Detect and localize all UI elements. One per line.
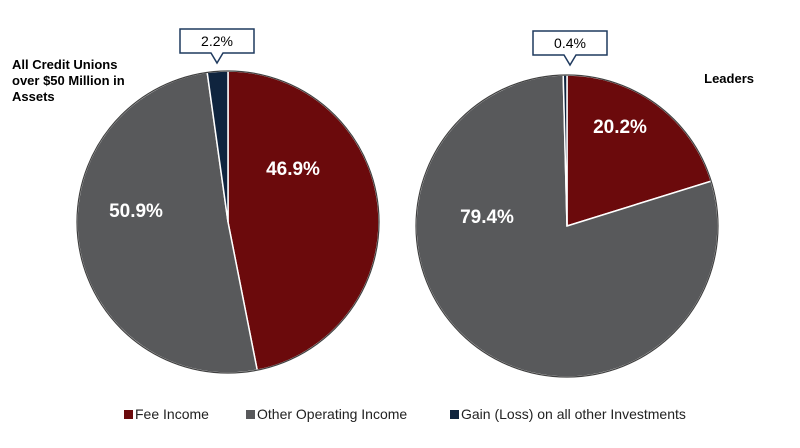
- pie-chart-leaders: 20.2% 79.4% 0.4% Leaders: [415, 30, 754, 378]
- pie-slice-fee-income: [227, 70, 380, 372]
- callout-box: [532, 30, 608, 67]
- chart-title-line: All Credit Unions: [12, 57, 117, 72]
- legend-swatch: [246, 410, 255, 419]
- pie-outline: [415, 74, 719, 378]
- legend-swatch: [124, 410, 133, 419]
- callout-label: 0.4%: [554, 35, 586, 51]
- data-label: 79.4%: [460, 207, 514, 228]
- pie-outline: [76, 70, 380, 374]
- callout-box: [179, 28, 255, 65]
- callout-label: 2.2%: [201, 33, 233, 49]
- legend-entry-label: Fee Income: [135, 406, 209, 422]
- chart-title-line: over $50 Million in: [12, 73, 125, 88]
- data-label: 46.9%: [266, 159, 320, 180]
- legend-entry-label: Other Operating Income: [257, 406, 407, 422]
- chart-title-line: Assets: [12, 89, 55, 104]
- legend-entry-label: Gain (Loss) on all other Investments: [461, 406, 686, 422]
- legend-swatch: [450, 410, 459, 419]
- data-label: 20.2%: [593, 117, 647, 138]
- legend: Fee Income Other Operating Income Gain (Lo…: [124, 406, 686, 422]
- chart-title-line: Leaders: [704, 71, 754, 86]
- data-label: 50.9%: [109, 201, 163, 222]
